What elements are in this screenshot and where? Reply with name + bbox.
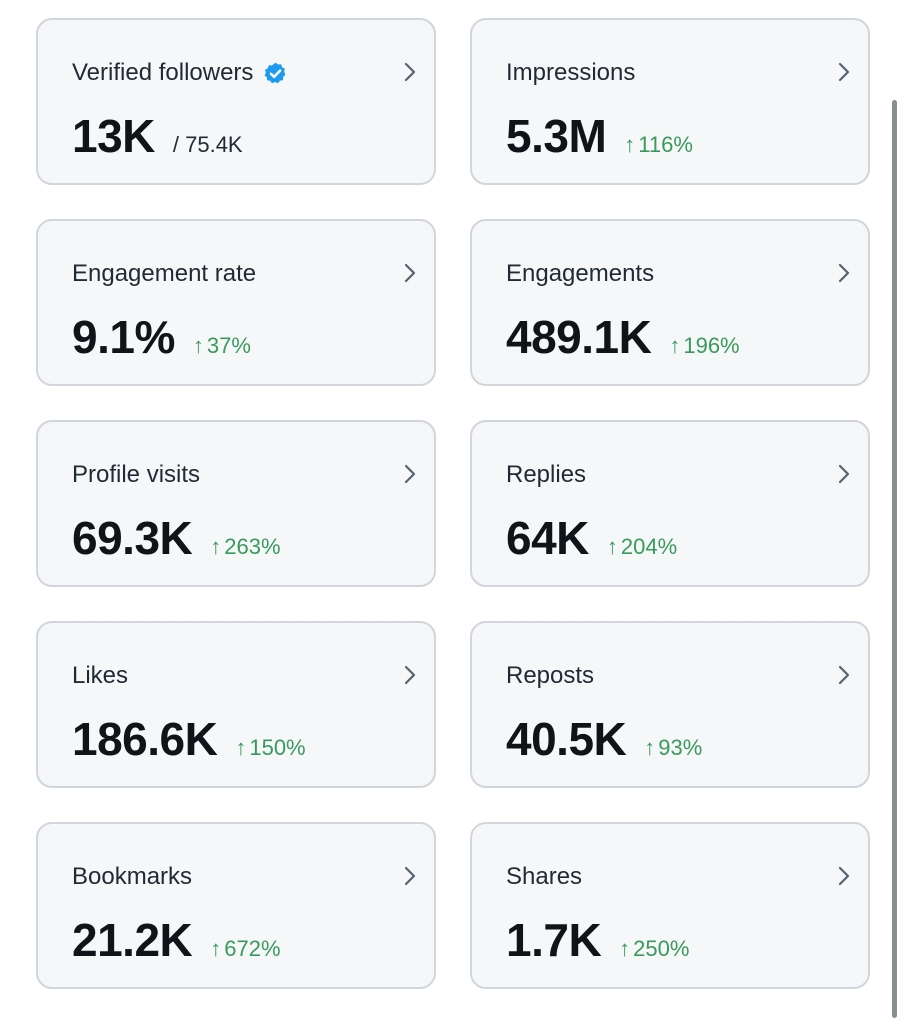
card-label: Verified followers xyxy=(72,59,254,86)
card-metric: 5.3M ↑ 116% xyxy=(506,108,693,164)
card-label: Replies xyxy=(506,461,587,488)
card-label: Likes xyxy=(72,662,129,689)
change-value: 196% xyxy=(683,333,740,358)
up-arrow-icon: ↑ xyxy=(210,534,222,559)
metric-change: ↑ 150% xyxy=(235,735,305,761)
card-metric: 9.1% ↑ 37% xyxy=(72,309,251,365)
metric-change: ↑ 263% xyxy=(210,534,280,560)
card-header: Engagement rate xyxy=(72,259,256,289)
metric-change: ↑ 196% xyxy=(669,333,739,359)
metric-value: 1.7K xyxy=(506,914,602,966)
card-metric: 13K / 75.4K xyxy=(72,108,243,164)
metric-value: 186.6K xyxy=(72,713,218,765)
verified-badge-icon xyxy=(264,62,286,83)
chevron-right-icon[interactable] xyxy=(400,259,420,287)
card-metric: 69.3K ↑ 263% xyxy=(72,510,281,566)
card-header: Likes xyxy=(72,661,128,691)
metric-change: ↑ 250% xyxy=(619,936,689,962)
metric-value: 21.2K xyxy=(72,914,193,966)
metric-value: 69.3K xyxy=(72,512,193,564)
card-bookmarks[interactable]: Bookmarks 21.2K ↑ 672% xyxy=(36,822,436,989)
chevron-right-icon[interactable] xyxy=(834,58,854,86)
card-header: Impressions xyxy=(506,58,635,88)
up-arrow-icon: ↑ xyxy=(192,333,204,358)
metric-value: 9.1% xyxy=(72,311,175,363)
card-metric: 64K ↑ 204% xyxy=(506,510,677,566)
card-label: Engagements xyxy=(506,260,655,287)
scrollbar[interactable] xyxy=(892,100,897,1018)
up-arrow-icon: ↑ xyxy=(644,735,656,760)
card-label: Shares xyxy=(506,863,583,890)
metric-change: ↑ 37% xyxy=(193,333,251,359)
up-arrow-icon: ↑ xyxy=(235,735,247,760)
change-value: 250% xyxy=(633,936,690,961)
metric-value: 5.3M xyxy=(506,110,607,162)
change-value: 150% xyxy=(249,735,306,760)
card-reposts[interactable]: Reposts 40.5K ↑ 93% xyxy=(470,621,870,788)
chevron-right-icon[interactable] xyxy=(834,661,854,689)
change-value: 116% xyxy=(638,132,693,157)
up-arrow-icon: ↑ xyxy=(669,333,681,358)
card-header: Replies xyxy=(506,460,586,490)
metric-change: ↑ 116% xyxy=(624,132,693,158)
chevron-right-icon[interactable] xyxy=(834,862,854,890)
card-label: Reposts xyxy=(506,662,595,689)
card-impressions[interactable]: Impressions 5.3M ↑ 116% xyxy=(470,18,870,185)
chevron-right-icon[interactable] xyxy=(834,259,854,287)
change-value: 263% xyxy=(224,534,281,559)
metric-change: ↑ 93% xyxy=(644,735,702,761)
card-label: Bookmarks xyxy=(72,863,193,890)
metric-change: ↑ 204% xyxy=(607,534,677,560)
change-value: 204% xyxy=(620,534,678,559)
card-metric: 40.5K ↑ 93% xyxy=(506,711,702,767)
chevron-right-icon[interactable] xyxy=(400,460,420,488)
card-verified-followers[interactable]: Verified followers 13K / 75.4K xyxy=(36,18,436,185)
analytics-grid: Verified followers 13K / 75.4K Impressio… xyxy=(36,18,870,989)
card-engagements[interactable]: Engagements 489.1K ↑ 196% xyxy=(470,219,870,386)
card-likes[interactable]: Likes 186.6K ↑ 150% xyxy=(36,621,436,788)
chevron-right-icon[interactable] xyxy=(400,58,420,86)
chevron-right-icon[interactable] xyxy=(400,661,420,689)
up-arrow-icon: ↑ xyxy=(606,534,618,559)
card-metric: 1.7K ↑ 250% xyxy=(506,912,689,968)
metric-total: / 75.4K xyxy=(172,132,243,157)
metric-value: 40.5K xyxy=(506,713,627,765)
up-arrow-icon: ↑ xyxy=(210,936,222,961)
metric-value: 489.1K xyxy=(506,311,652,363)
up-arrow-icon: ↑ xyxy=(624,132,636,157)
card-metric: 186.6K ↑ 150% xyxy=(72,711,306,767)
card-metric: 21.2K ↑ 672% xyxy=(72,912,281,968)
chevron-right-icon[interactable] xyxy=(834,460,854,488)
change-value: 672% xyxy=(224,936,281,961)
card-replies[interactable]: Replies 64K ↑ 204% xyxy=(470,420,870,587)
card-profile-visits[interactable]: Profile visits 69.3K ↑ 263% xyxy=(36,420,436,587)
metric-change: ↑ 672% xyxy=(210,936,280,962)
card-label: Engagement rate xyxy=(72,260,257,287)
card-metric: 489.1K ↑ 196% xyxy=(506,309,740,365)
change-value: 93% xyxy=(658,735,703,760)
metric-value: 13K xyxy=(72,110,155,162)
card-label: Impressions xyxy=(506,59,636,86)
chevron-right-icon[interactable] xyxy=(400,862,420,890)
metric-value: 64K xyxy=(506,512,589,564)
card-header: Shares xyxy=(506,862,582,892)
card-header: Reposts xyxy=(506,661,594,691)
change-value: 37% xyxy=(206,333,251,358)
card-header: Verified followers xyxy=(72,58,288,88)
card-engagement-rate[interactable]: Engagement rate 9.1% ↑ 37% xyxy=(36,219,436,386)
card-header: Profile visits xyxy=(72,460,200,490)
card-shares[interactable]: Shares 1.7K ↑ 250% xyxy=(470,822,870,989)
card-label: Profile visits xyxy=(72,461,201,488)
up-arrow-icon: ↑ xyxy=(619,936,631,961)
card-header: Engagements xyxy=(506,259,654,289)
card-header: Bookmarks xyxy=(72,862,192,892)
